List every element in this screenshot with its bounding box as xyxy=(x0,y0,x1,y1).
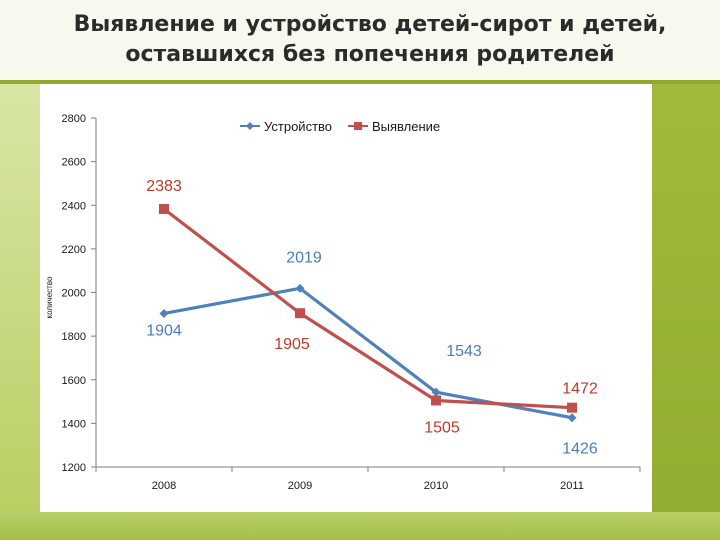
y-tick-label: 2400 xyxy=(62,200,86,212)
legend-marker-1 xyxy=(354,122,362,130)
title-line-1: Выявление и устройство детей-сирот и дет… xyxy=(73,12,667,37)
data-label-s0-0: 1904 xyxy=(146,322,182,339)
y-tick-label: 2200 xyxy=(62,244,86,256)
data-label-s0-1: 2019 xyxy=(286,249,322,266)
x-tick-label: 2010 xyxy=(424,480,448,492)
series-1-point-1 xyxy=(295,308,305,319)
series-1-point-2 xyxy=(431,395,441,406)
y-tick-label: 1600 xyxy=(62,375,86,387)
left-decor-strip xyxy=(0,84,40,540)
x-tick-label: 2009 xyxy=(288,480,312,492)
chart-area xyxy=(40,84,652,512)
x-tick-label: 2008 xyxy=(152,480,176,492)
legend-marker-0 xyxy=(246,122,254,130)
title-line-2: оставшихся без попечения родителей xyxy=(125,42,615,67)
legend-label-0: Устройство xyxy=(264,119,332,134)
series-0-point-3 xyxy=(567,413,577,423)
y-axis-title: количество xyxy=(45,276,54,318)
data-label-s1-2: 1505 xyxy=(424,419,460,436)
legend-label-1: Выявление xyxy=(372,119,440,134)
y-tick-label: 1400 xyxy=(62,418,86,430)
y-tick-label: 1200 xyxy=(62,462,86,474)
y-tick-label: 1800 xyxy=(62,331,86,343)
series-0-point-2 xyxy=(431,387,441,397)
slide-title: Выявление и устройство детей-сирот и дет… xyxy=(60,10,680,70)
series-0-point-1 xyxy=(295,283,305,293)
chart-series xyxy=(159,203,577,423)
x-tick-label: 2011 xyxy=(560,480,584,492)
chart-legend: Устройство Выявление xyxy=(240,119,440,134)
data-label-s1-0: 2383 xyxy=(146,178,182,195)
data-label-s1-1: 1905 xyxy=(274,336,310,353)
y-tick-label: 2000 xyxy=(62,288,86,300)
series-line-1 xyxy=(163,207,573,410)
series-1-point-0 xyxy=(159,203,169,214)
y-tick-label: 2600 xyxy=(62,157,86,169)
data-label-s1-3: 1472 xyxy=(562,381,598,398)
data-label-s0-3: 1426 xyxy=(562,441,598,458)
chart-data-labels: 1904 2019 1543 1426 2383 1905 1505 1472 xyxy=(146,178,598,458)
footer-decor-strip xyxy=(0,512,720,540)
title-band xyxy=(0,0,720,84)
series-0-point-0 xyxy=(159,308,169,318)
series-line-0 xyxy=(163,286,573,420)
y-tick-label: 2800 xyxy=(62,113,86,125)
chart-axes: 1200 1400 1600 1800 2000 2200 2400 2600 2800 2008… xyxy=(45,113,641,492)
data-label-s0-2: 1543 xyxy=(446,343,482,360)
series-1-point-3 xyxy=(567,402,577,413)
